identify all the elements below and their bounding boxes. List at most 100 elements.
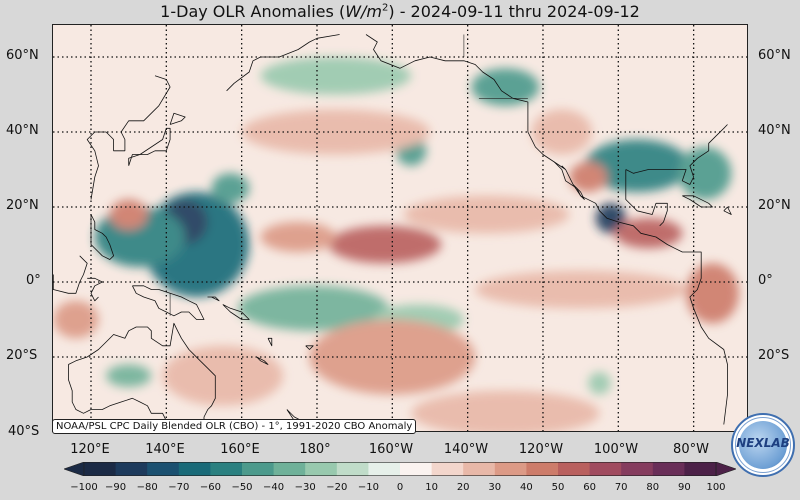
colorbar-swatch [494,462,527,476]
lat-label-left-40n: 40°N [6,123,39,138]
anomaly-patch [162,345,284,406]
anomaly-patch [403,195,570,234]
map-title: 1-Day OLR Anomalies (W/m2) - 2024-09-11 … [0,0,800,24]
colorbar-swatch [273,462,306,476]
colorbar-tick-label: −60 [199,482,221,493]
lat-label-right-20n: 20°N [758,198,791,213]
colorbar-swatch [336,462,369,476]
lon-label-160w: 160°W [368,442,414,457]
anomaly-layer [53,57,739,431]
anomaly-patch [237,285,389,331]
colorbar-tick-label: 30 [488,482,502,493]
logo-ring [735,417,791,473]
colorbar-tick-label: −70 [168,482,190,493]
anomaly-patch [588,372,611,395]
lat-label-left-60n: 60°N [6,48,39,63]
anomaly-patch [241,109,430,155]
colorbar-swatch [463,462,496,476]
colorbar-extend-low [64,462,85,476]
colorbar-tick-label: 70 [614,482,628,493]
colorbar-tick-label: 50 [551,482,565,493]
anomaly-patch [328,225,442,264]
anomaly-patch [411,390,600,431]
colorbar-tick-label: 10 [425,482,438,493]
colorbar-tick-label: 20 [456,482,470,493]
lon-label-120e: 120°E [70,442,110,457]
colorbar-tick-label: 90 [678,482,691,493]
title-unit-exponent: 2 [381,2,389,14]
anomaly-patch [678,147,732,200]
coastline [128,127,171,166]
colorbar-swatch [147,462,180,476]
anomaly-patch [686,263,739,324]
lat-label-left-40s: 40°S [8,424,40,439]
anomaly-patch [309,319,476,395]
colorbar-frame [83,462,717,476]
colorbar-swatch [526,462,559,476]
colorbar-tick-label: −90 [105,482,127,493]
anomaly-patch [106,364,152,387]
coastline [132,285,205,320]
colorbar-swatch [178,462,211,476]
colorbar-tick-label: −20 [326,482,348,493]
coastline [625,124,728,185]
colorbar-tick-label: −30 [294,482,316,493]
title-prefix: 1-Day OLR Anomalies ( [160,2,346,21]
lat-label-right-60n: 60°N [758,48,791,63]
lon-label-100w: 100°W [593,442,639,457]
map-canvas [53,25,747,431]
anomaly-patch [471,68,540,106]
coastline [86,75,171,200]
coastline [90,214,114,260]
colorbar-swatch [621,462,654,476]
colorbar-swatch [558,462,591,476]
colorbar-swatch [210,462,243,476]
coastline [53,255,88,294]
coastline [305,345,314,350]
data-source-credit: NOAA/PSL CPC Daily Blended OLR (CBO) - 1… [52,419,417,434]
colorbar-swatch [652,462,685,476]
anomaly-patch [475,270,687,309]
anomaly-patch [569,162,608,192]
colorbar-tick-label: 0 [396,482,404,493]
coastline [723,206,732,215]
anomaly-patch [260,57,412,95]
lon-label-80w: 80°W [673,442,709,457]
colorbar-extend-high [715,462,736,476]
colorbar-swatch [431,462,464,476]
anomaly-patch [260,222,336,252]
lat-label-left-20s: 20°S [6,348,38,363]
anomaly-patch [614,218,683,249]
colorbar-swatch [115,462,148,476]
colorbar-tick-label: −50 [231,482,253,493]
border-layer [169,34,528,316]
colorbar-tick-label: −80 [136,482,158,493]
lat-label-right-20s: 20°S [758,348,790,363]
colorbar-tick-label: 60 [583,482,596,493]
colorbar-tick-label: −40 [263,482,285,493]
lon-label-120w: 120°W [518,442,564,457]
coastline [682,195,713,208]
colorbar-tick-label: 40 [520,482,533,493]
lon-label-140w: 140°W [443,442,489,457]
colorbar [64,462,736,476]
coastline [169,112,186,125]
colorbar-tick-label: −10 [357,482,379,493]
anomaly-patch [109,199,148,230]
lat-label-left-20n: 20°N [6,198,39,213]
nexlab-logo: NEXLAB [731,413,795,477]
coastline [207,296,220,302]
coastline [256,356,269,365]
colorbar-tick-label: 100 [706,482,726,493]
coastline [267,337,273,347]
logo-text-icon: NEXLAB [736,436,790,450]
colorbar-swatch [368,462,401,476]
title-suffix: ) - 2024-09-11 thru 2024-09-12 [388,2,640,21]
anomaly-map [52,24,748,432]
coastline [67,322,216,429]
lon-label-160e: 160°E [220,442,260,457]
colorbar-swatch [242,462,275,476]
gridline-layer [53,25,747,431]
colorbar-tick-label: −100 [70,482,98,493]
lon-label-180: 180° [299,442,331,457]
